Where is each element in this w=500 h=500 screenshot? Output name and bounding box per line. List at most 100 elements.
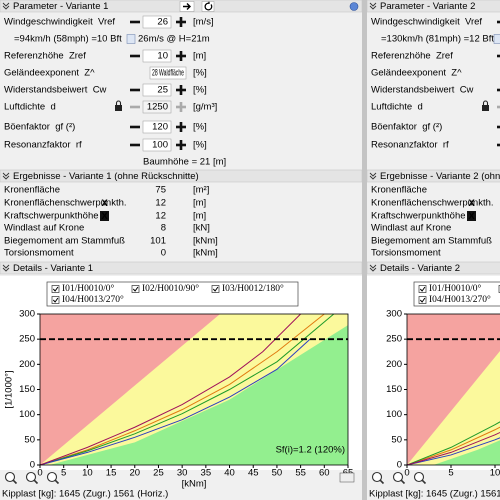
zoom-button[interactable] (4, 471, 16, 483)
x-tick-label: 55 (295, 468, 306, 479)
x-axis-label: [kNm] (182, 479, 207, 490)
button-glyph (179, 140, 183, 150)
x-tick-label: 15 (106, 468, 117, 479)
result-unit: [m²] (193, 185, 209, 196)
zoom-handle (12, 479, 18, 485)
result-label: Windlast auf Krone (4, 223, 84, 234)
button-glyph (130, 20, 140, 24)
result-label: Kraftschwerpunkthöhe (371, 211, 466, 222)
param-label: Widerstandsbeiwert Cw (371, 85, 474, 96)
param-unit: [%] (193, 68, 207, 79)
parameter-header-bar[interactable] (366, 0, 500, 13)
number-input[interactable] (142, 83, 172, 97)
legend-checkbox[interactable] (211, 285, 220, 293)
x-tick-label: 5 (61, 468, 66, 479)
legend-check (132, 286, 139, 292)
y-tick-label: 50 (391, 434, 402, 445)
button-glyph (130, 143, 140, 147)
series-line (407, 421, 500, 465)
param-unit: [g/m³] (193, 102, 217, 113)
legend-checkbox[interactable] (418, 296, 427, 304)
result-value: 12 (155, 211, 166, 222)
x-tick-label: 20 (129, 468, 140, 479)
legend-checkbox[interactable] (51, 285, 60, 293)
wind-note: =130km/h (81mph) =12 Bft (381, 34, 494, 45)
number-input[interactable] (142, 138, 172, 152)
series-line (40, 314, 335, 465)
zoom-button[interactable] (392, 471, 404, 483)
collapse-chevron[interactable] (369, 2, 377, 10)
result-unit: [m] (193, 198, 206, 209)
result-label: Kronenflächenschwerpunkth. (4, 198, 127, 209)
number-input-value: 1250 (147, 102, 168, 113)
number-input-value: 120 (152, 122, 168, 133)
arrow-icon (183, 3, 191, 10)
zoom-handle (33, 479, 39, 485)
details-header-bar[interactable] (366, 261, 500, 275)
param-label: Geländeexponent Z^ (4, 68, 95, 79)
zoom-button[interactable] (46, 471, 58, 483)
wind-ref-icon[interactable] (493, 34, 500, 44)
param-label: Referenzhöhe Zref (4, 51, 86, 62)
collapse-chevron[interactable] (369, 172, 377, 180)
results-header-bar[interactable] (0, 169, 363, 183)
param-label: Resonanzfaktor rf (4, 140, 82, 151)
number-input[interactable] (142, 49, 172, 63)
number-input[interactable] (142, 15, 172, 29)
x-tick-label: 10 (82, 468, 93, 479)
zoom-button[interactable] (371, 471, 383, 483)
number-input-value: 26 (157, 17, 168, 28)
button-glyph (179, 17, 183, 27)
y-tick-label: 200 (386, 359, 402, 370)
button-glyph (497, 54, 500, 58)
result-label: Kronenflächenschwerpunkth. (371, 198, 494, 209)
legend-box (46, 281, 299, 307)
collapse-chevron[interactable] (2, 2, 10, 10)
series-line (40, 338, 311, 465)
panel-divider[interactable] (362, 0, 367, 500)
button-glyph (497, 143, 500, 147)
y-tick-label: 200 (19, 359, 35, 370)
y-tick-label: 100 (386, 409, 402, 420)
collapse-chevron[interactable] (2, 172, 10, 180)
details-header: Details - Variante 2 (380, 263, 460, 274)
details-header-bar[interactable] (0, 261, 363, 275)
result-label: Windlast auf Krone (371, 223, 451, 234)
legend-checkbox[interactable] (131, 285, 140, 293)
x-tick-label: 5 (448, 468, 453, 479)
footer: Kipplast [kg]: 1645 (Zugr.) 1561 (Horiz.… (2, 489, 168, 500)
zoom-handle (421, 479, 427, 485)
y-tick-label: 150 (19, 384, 35, 395)
legend-checkbox[interactable] (51, 296, 60, 304)
legend-checkbox[interactable] (418, 285, 427, 293)
collapse-chevron[interactable] (369, 264, 377, 272)
result-label: Torsionsmoment (371, 248, 441, 259)
result-value: 12 (155, 198, 166, 209)
x-tick-label: 30 (177, 468, 188, 479)
number-input[interactable] (142, 100, 172, 114)
button-glyph (497, 105, 500, 109)
help-icon[interactable] (349, 2, 359, 11)
zoom-button[interactable] (413, 471, 425, 483)
number-input[interactable] (142, 120, 172, 134)
series-line (407, 437, 500, 465)
lock-shackle (115, 100, 122, 105)
zoom-button[interactable] (25, 471, 37, 483)
wind-ref-icon[interactable] (126, 34, 136, 44)
param-label: Luftdichte d (371, 102, 423, 113)
results-header: Ergebnisse - Variante 2 (ohne Rückschnit… (380, 171, 500, 182)
zone (433, 440, 500, 465)
reset-icon (204, 1, 213, 11)
collapse-chevron[interactable] (2, 264, 10, 272)
y-axis-label: [1/1000°] (4, 370, 15, 408)
reset-button[interactable] (201, 1, 215, 12)
lock-body (482, 105, 489, 111)
text-input[interactable] (149, 66, 187, 80)
export-button[interactable] (339, 472, 355, 483)
results-header-bar[interactable] (366, 169, 500, 183)
result-label: Biegemoment am Stammfuß (371, 236, 492, 247)
button-glyph (130, 125, 140, 129)
param-label: Geländeexponent Z^ (371, 68, 462, 79)
footer: Kipplast [kg]: 1645 (Zugr.) 1561 (Horiz.… (369, 489, 500, 500)
result-label: Torsionsmoment (4, 248, 74, 259)
